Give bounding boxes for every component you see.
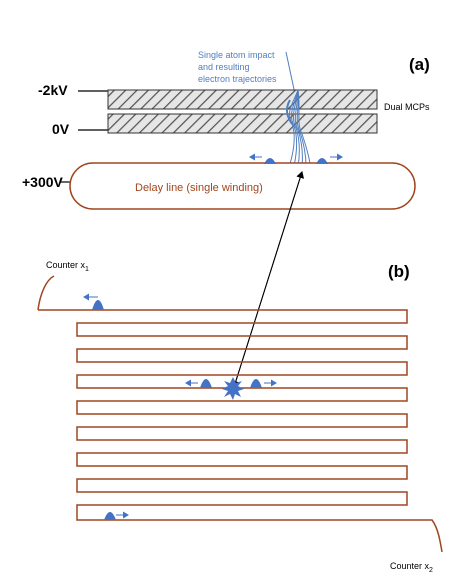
starburst-icon [222,377,244,400]
signal-pulse-icon [200,379,212,388]
counter-x1-label: Counter x1 [46,260,89,273]
signal-pulse-icon [250,379,262,388]
counter-x2-label: Counter x2 [390,561,433,574]
signal-pulse-icon [264,158,276,164]
mcp-plate-bottom [107,113,378,134]
panel-a-label: (a) [409,55,430,74]
mcp-label: Dual MCPs [384,102,430,112]
annotation-line-3: electron trajectories [198,74,277,84]
voltage-label-delay: +300V [22,174,64,190]
panel-b: (b) Counter x1 Counter x2 [37,260,443,574]
annotation-line-1: Single atom impact [198,50,275,60]
electron-trajectories [285,89,311,168]
annotation-line-2: and resulting [198,62,250,72]
serpentine-winding [37,275,443,553]
panel-b-label: (b) [388,262,410,281]
correspondence-arrow-down [231,171,303,388]
panel-a: (a) Single atom impact and resulting ele… [22,50,430,210]
voltage-label-mid: 0V [52,121,70,137]
signal-pulse-icon [104,512,116,520]
delay-line-label: Delay line (single winding) [135,182,263,194]
signal-pulse-icon [92,300,104,310]
signal-pulse-icon [316,158,328,164]
mcp-plate-top [107,89,378,110]
voltage-label-top: -2kV [38,82,68,98]
delay-line-body [69,162,416,210]
